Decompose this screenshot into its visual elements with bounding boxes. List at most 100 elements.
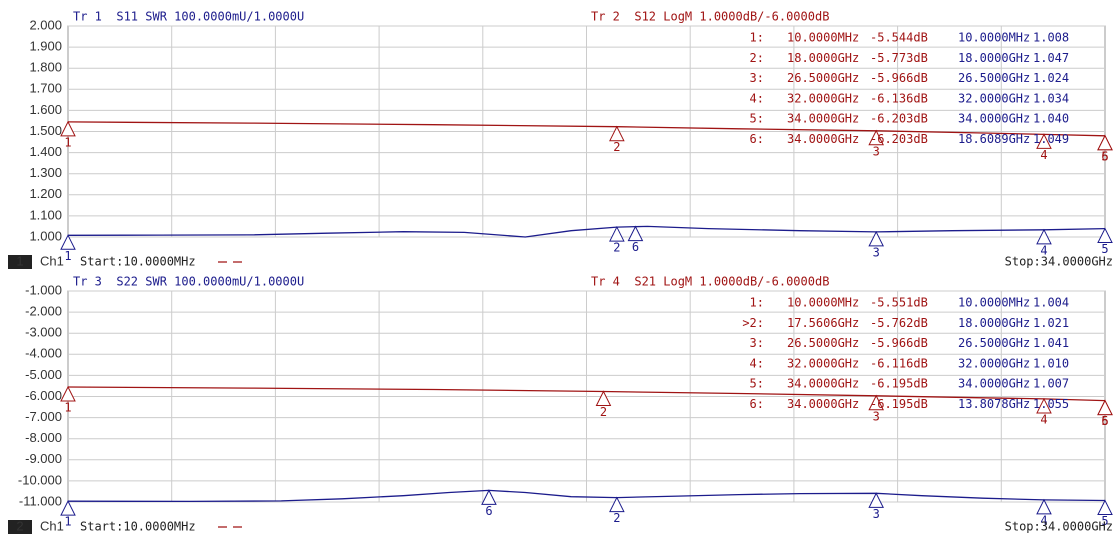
marker-label: 4 xyxy=(1040,412,1047,426)
marker-label: 4 xyxy=(1040,148,1047,162)
marker-table-cell: 26.5000GHz xyxy=(787,336,859,350)
trace-header: Tr 2 S12 LogM 1.0000dB/-6.0000dB xyxy=(591,10,829,24)
marker-table-cell: 4: xyxy=(750,356,764,370)
marker-table-cell: 10.0000MHz xyxy=(787,31,859,45)
y-tick-label: 1.500 xyxy=(29,123,62,138)
marker-table-cell: 32.0000GHz xyxy=(958,356,1030,370)
y-tick-label: -8.000 xyxy=(25,430,62,445)
stop-frequency: Stop:34.0000GHz xyxy=(1005,255,1113,269)
trace-header: Tr 4 S21 LogM 1.0000dB/-6.0000dB xyxy=(591,275,829,289)
marker-table-cell: -6.195dB xyxy=(870,377,928,391)
marker-table-cell: 26.5000GHz xyxy=(787,71,859,85)
channel-badge: 2 xyxy=(16,518,23,533)
start-frequency: Start:10.0000MHz xyxy=(80,255,196,269)
marker-label: 5 xyxy=(1101,149,1108,163)
marker-table-cell: 34.0000GHz xyxy=(787,112,859,126)
marker-table-cell: 6: xyxy=(750,132,764,146)
channel-name: Ch1 xyxy=(40,253,64,268)
y-tick-label: 1.300 xyxy=(29,165,62,180)
marker xyxy=(60,500,76,516)
channel-badge: 1 xyxy=(16,253,23,268)
marker-label: 1 xyxy=(64,515,71,529)
marker-table-cell: 3: xyxy=(750,71,764,85)
marker-table-cell: 1.034 xyxy=(1033,91,1069,105)
marker-label: 1 xyxy=(64,135,71,149)
marker xyxy=(609,225,625,242)
marker-table-cell: 34.0000GHz xyxy=(958,377,1030,391)
marker-label: 6 xyxy=(1101,414,1108,428)
y-tick-label: -1.000 xyxy=(25,282,62,297)
marker-table-cell: 1.008 xyxy=(1033,31,1069,45)
marker-table-cell: 32.0000GHz xyxy=(958,91,1030,105)
marker xyxy=(1097,134,1113,151)
y-tick-label: 2.000 xyxy=(29,17,62,32)
marker xyxy=(1036,228,1052,245)
marker-table-cell: 1.024 xyxy=(1033,71,1069,85)
marker-table-cell: 6: xyxy=(750,397,764,411)
marker-label: 4 xyxy=(1040,243,1047,257)
marker-table-cell: 26.5000GHz xyxy=(958,336,1030,350)
marker-table-cell: 1: xyxy=(750,31,764,45)
marker-table-cell: -5.544dB xyxy=(870,31,928,45)
y-tick-label: 1.100 xyxy=(29,207,62,222)
marker-table-cell: 1.041 xyxy=(1033,336,1069,350)
marker-label: 6 xyxy=(632,240,639,254)
y-tick-label: -4.000 xyxy=(25,346,62,361)
marker xyxy=(868,492,884,508)
marker-table-cell: 32.0000GHz xyxy=(787,356,859,370)
marker xyxy=(60,120,76,137)
y-tick-label: 1.400 xyxy=(29,144,62,159)
y-tick-label: -2.000 xyxy=(25,304,62,319)
marker xyxy=(1097,227,1113,244)
y-tick-label: -3.000 xyxy=(25,325,62,340)
y-tick-label: 1.000 xyxy=(29,228,62,243)
marker-table-cell: 1.049 xyxy=(1033,132,1069,146)
marker xyxy=(1036,498,1052,515)
trace-header: Tr 1 S11 SWR 100.0000mU/1.0000U xyxy=(73,10,304,24)
y-tick-label: 1.200 xyxy=(29,186,62,201)
marker-label: 2 xyxy=(600,405,607,419)
marker-table-cell: -5.966dB xyxy=(870,336,928,350)
marker-label: 2 xyxy=(613,140,620,154)
marker-table-cell: 34.0000GHz xyxy=(958,112,1030,126)
marker-table-cell: 1.010 xyxy=(1033,356,1069,370)
channel-badge-box xyxy=(8,520,32,534)
y-tick-label: -10.000 xyxy=(18,472,62,487)
marker-table-cell: 1.047 xyxy=(1033,51,1069,65)
channel-badge-box xyxy=(8,255,32,269)
marker xyxy=(1097,399,1113,416)
marker-table-cell: 34.0000GHz xyxy=(787,377,859,391)
marker-table-cell: -6.203dB xyxy=(870,132,928,146)
marker-table-cell: 34.0000GHz xyxy=(787,397,859,411)
marker-table-cell: -5.551dB xyxy=(870,296,928,310)
trace xyxy=(67,121,1106,137)
marker xyxy=(627,225,644,242)
marker-label: 3 xyxy=(873,409,880,423)
channel-name: Ch1 xyxy=(40,518,64,533)
marker-table-cell: 4: xyxy=(750,91,764,105)
marker-table-cell: -6.136dB xyxy=(870,91,928,105)
y-tick-label: -11.000 xyxy=(19,493,62,508)
marker-table-cell: 1.007 xyxy=(1033,377,1069,391)
marker xyxy=(60,385,76,402)
marker-table-cell: 1.040 xyxy=(1033,112,1069,126)
marker-label: 5 xyxy=(1101,514,1108,528)
trace xyxy=(67,225,1106,238)
marker-table-cell: >2: xyxy=(742,316,764,330)
trace xyxy=(67,386,1106,402)
marker-table-cell: -5.762dB xyxy=(870,316,928,330)
marker-label: 5 xyxy=(1101,242,1108,256)
y-tick-label: -5.000 xyxy=(25,367,62,382)
marker-label: 3 xyxy=(873,507,880,521)
marker-table-cell: 26.5000GHz xyxy=(958,71,1030,85)
marker-table-cell: 1.055 xyxy=(1033,397,1069,411)
start-frequency: Start:10.0000MHz xyxy=(80,520,196,534)
marker xyxy=(868,394,884,411)
marker-table-cell: 17.5606GHz xyxy=(787,316,859,330)
marker xyxy=(868,230,884,247)
marker-table-cell: -5.773dB xyxy=(870,51,928,65)
marker-table-cell: -6.195dB xyxy=(870,397,928,411)
marker-table-cell: 10.0000MHz xyxy=(787,296,859,310)
marker-label: 2 xyxy=(613,241,620,255)
